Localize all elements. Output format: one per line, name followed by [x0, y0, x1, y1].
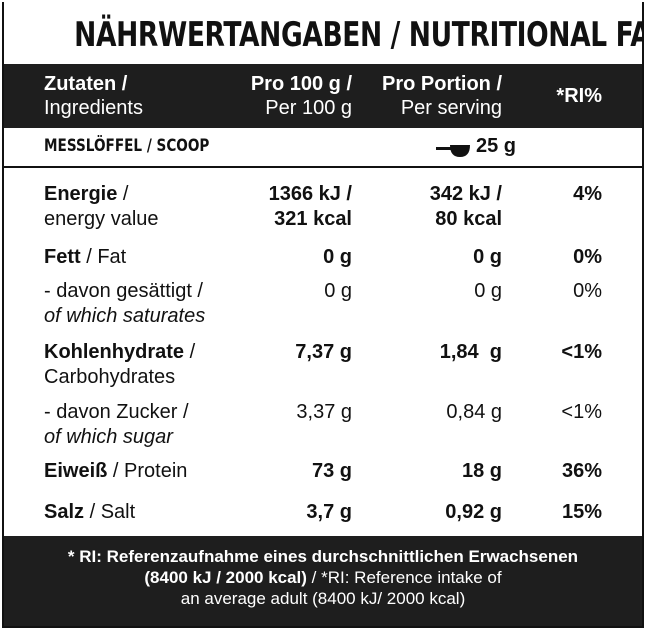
row-name: Salz / Salt: [44, 501, 136, 523]
row-serving: 0,84 g: [446, 401, 502, 423]
footer-line2: (8400 kJ / 2000 kcal) / *RI: Reference i…: [4, 567, 642, 588]
row-name-de: Kohlenhydrate: [44, 341, 185, 363]
row-serving: 0 g: [473, 246, 502, 268]
row-name-en: Salt: [100, 501, 136, 523]
header-per100: Pro 100 g / Per 100 g: [251, 72, 352, 120]
row-per100: 3,7 g: [306, 501, 352, 523]
row-ri: <1%: [561, 401, 602, 423]
row-serving: 18 g: [461, 460, 502, 482]
row-name: Eiweiß / Protein: [44, 460, 188, 482]
row-serving: 0,92 g: [445, 501, 502, 523]
row-per100: 0 g: [324, 280, 352, 302]
header-ri: *RI%: [556, 85, 602, 107]
scoop-icon: [436, 145, 470, 157]
footer-line3: an average adult (8400 kJ/ 2000 kcal): [180, 589, 466, 608]
scoop-label: MESSLÖFFEL / SCOOP: [44, 136, 210, 156]
footer-note: * RI: Referenzaufnahme eines durchschnit…: [4, 536, 642, 626]
header-per100-de: Pro 100 g /: [250, 73, 352, 95]
row-name-en: of which sugar: [44, 426, 173, 448]
header-ingredients-de: Zutaten /: [44, 73, 128, 95]
row-serving: 342 kJ / 80 kcal: [430, 182, 502, 232]
row-ri: 4%: [573, 183, 602, 205]
row-name-en: Fat: [97, 246, 127, 268]
row-ri: 36%: [561, 460, 602, 482]
header-serving: Pro Portion / Per serving: [382, 72, 502, 120]
row-serving-b: 80 kcal: [435, 208, 502, 230]
scoop-row: MESSLÖFFEL / SCOOP 25 g: [4, 128, 642, 168]
row-name: Kohlenhydrate / Carbohydrates: [44, 340, 195, 390]
table-header: Zutaten / Ingredients Pro 100 g / Per 10…: [4, 64, 642, 128]
row-name: Energie / energy value: [44, 182, 159, 232]
row-ri: 0%: [573, 280, 602, 302]
row-per100: 1366 kJ / 321 kcal: [269, 182, 352, 232]
row-per100: 3,37 g: [296, 401, 352, 423]
row-name-en: energy value: [44, 208, 159, 230]
row-name: Fett / Fat: [44, 246, 127, 268]
row-ri: <1%: [561, 341, 602, 363]
row-name: - davon Zucker / of which sugar: [44, 400, 189, 450]
header-serving-de: Pro Portion /: [382, 73, 502, 95]
page-title: NÄHRWERTANGABEN / NUTRITIONAL FACTS: [74, 15, 644, 55]
header-per100-en: Per 100 g: [265, 97, 352, 119]
footer-line2-rest: / *RI: Reference intake of: [306, 568, 502, 587]
row-sep: /: [117, 183, 129, 205]
scoop-amount-wrap: 25 g: [436, 135, 516, 158]
row-ri: 0%: [573, 246, 602, 268]
row-per100: 73 g: [311, 460, 352, 482]
header-ingredients: Zutaten / Ingredients: [44, 72, 143, 120]
row-name-de: Eiweiß: [44, 460, 108, 482]
row-name-de: Energie: [44, 183, 118, 205]
row-per100-a: 1366 kJ /: [268, 183, 352, 205]
row-per100-b: 321 kcal: [274, 208, 352, 230]
footer-line1: * RI: Referenzaufnahme eines durchschnit…: [67, 547, 579, 566]
row-name-de: Fett: [44, 246, 81, 268]
header-ingredients-en: Ingredients: [44, 97, 143, 119]
row-name: - davon gesättigt / of which saturates: [44, 279, 205, 329]
row-serving-a: 342 kJ /: [429, 183, 502, 205]
row-per100: 0 g: [323, 246, 352, 268]
row-ri: 15%: [561, 501, 602, 523]
row-serving: 0 g: [474, 280, 502, 302]
footer-line2-bold: (8400 kJ / 2000 kcal): [144, 568, 307, 587]
row-serving: 1,84 g: [439, 341, 502, 363]
row-per100: 7,37 g: [295, 341, 352, 363]
row-name-en: Protein: [124, 460, 188, 482]
row-name-de: - davon gesättigt /: [44, 280, 203, 302]
row-name-de: Salz: [44, 501, 85, 523]
header-serving-en: Per serving: [400, 97, 502, 119]
row-sep: /: [184, 341, 196, 363]
row-name-de: - davon Zucker /: [44, 401, 189, 423]
scoop-amount: 25 g: [476, 135, 517, 157]
row-name-en: Carbohydrates: [44, 366, 176, 388]
row-name-en: of which saturates: [44, 305, 206, 327]
